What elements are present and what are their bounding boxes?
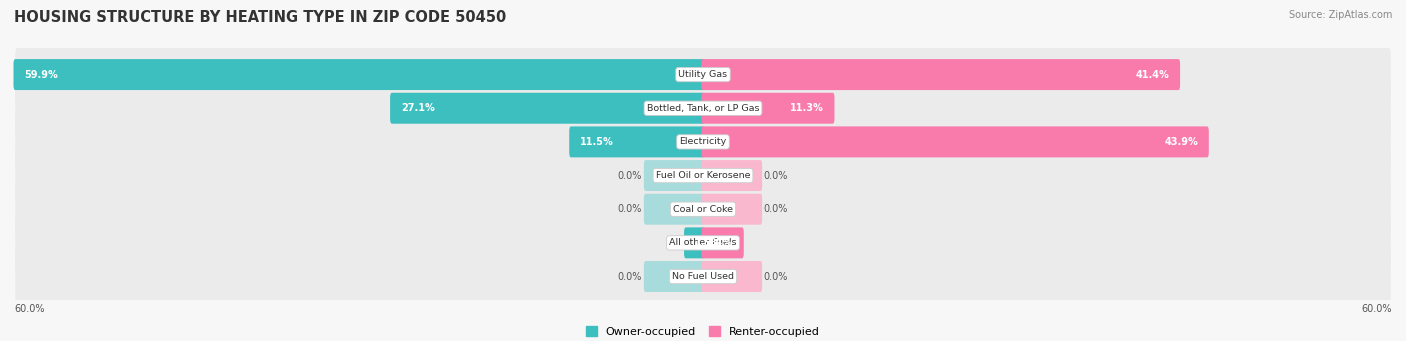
Text: All other Fuels: All other Fuels	[669, 238, 737, 247]
Text: Fuel Oil or Kerosene: Fuel Oil or Kerosene	[655, 171, 751, 180]
FancyBboxPatch shape	[389, 93, 704, 124]
Text: 27.1%: 27.1%	[401, 103, 434, 113]
Text: 0.0%: 0.0%	[617, 271, 643, 282]
Text: No Fuel Used: No Fuel Used	[672, 272, 734, 281]
Text: 0.0%: 0.0%	[617, 170, 643, 180]
Text: Electricity: Electricity	[679, 137, 727, 146]
FancyBboxPatch shape	[702, 93, 835, 124]
FancyBboxPatch shape	[644, 194, 704, 225]
Text: 60.0%: 60.0%	[14, 303, 45, 314]
FancyBboxPatch shape	[569, 127, 704, 158]
Text: Coal or Coke: Coal or Coke	[673, 205, 733, 214]
FancyBboxPatch shape	[702, 160, 762, 191]
FancyBboxPatch shape	[702, 194, 762, 225]
Legend: Owner-occupied, Renter-occupied: Owner-occupied, Renter-occupied	[581, 322, 825, 341]
Text: Source: ZipAtlas.com: Source: ZipAtlas.com	[1288, 10, 1392, 20]
FancyBboxPatch shape	[15, 82, 1391, 135]
FancyBboxPatch shape	[702, 261, 762, 292]
FancyBboxPatch shape	[702, 227, 744, 258]
Text: 0.0%: 0.0%	[763, 204, 789, 214]
FancyBboxPatch shape	[685, 227, 704, 258]
Text: 43.9%: 43.9%	[1164, 137, 1198, 147]
Text: Utility Gas: Utility Gas	[679, 70, 727, 79]
FancyBboxPatch shape	[14, 59, 704, 90]
Text: 59.9%: 59.9%	[24, 70, 58, 79]
Text: 11.3%: 11.3%	[790, 103, 824, 113]
Text: 3.4%: 3.4%	[706, 238, 733, 248]
FancyBboxPatch shape	[702, 127, 1209, 158]
Text: 0.0%: 0.0%	[763, 170, 789, 180]
Text: 41.4%: 41.4%	[1136, 70, 1170, 79]
FancyBboxPatch shape	[15, 149, 1391, 202]
Text: 0.0%: 0.0%	[763, 271, 789, 282]
FancyBboxPatch shape	[15, 250, 1391, 303]
Text: 60.0%: 60.0%	[1361, 303, 1392, 314]
Text: 1.5%: 1.5%	[695, 238, 721, 248]
Text: Bottled, Tank, or LP Gas: Bottled, Tank, or LP Gas	[647, 104, 759, 113]
FancyBboxPatch shape	[15, 183, 1391, 236]
Text: 11.5%: 11.5%	[581, 137, 614, 147]
FancyBboxPatch shape	[644, 261, 704, 292]
Text: 0.0%: 0.0%	[617, 204, 643, 214]
Text: HOUSING STRUCTURE BY HEATING TYPE IN ZIP CODE 50450: HOUSING STRUCTURE BY HEATING TYPE IN ZIP…	[14, 10, 506, 25]
FancyBboxPatch shape	[644, 160, 704, 191]
FancyBboxPatch shape	[15, 48, 1391, 101]
FancyBboxPatch shape	[15, 216, 1391, 269]
FancyBboxPatch shape	[702, 59, 1180, 90]
FancyBboxPatch shape	[15, 115, 1391, 168]
